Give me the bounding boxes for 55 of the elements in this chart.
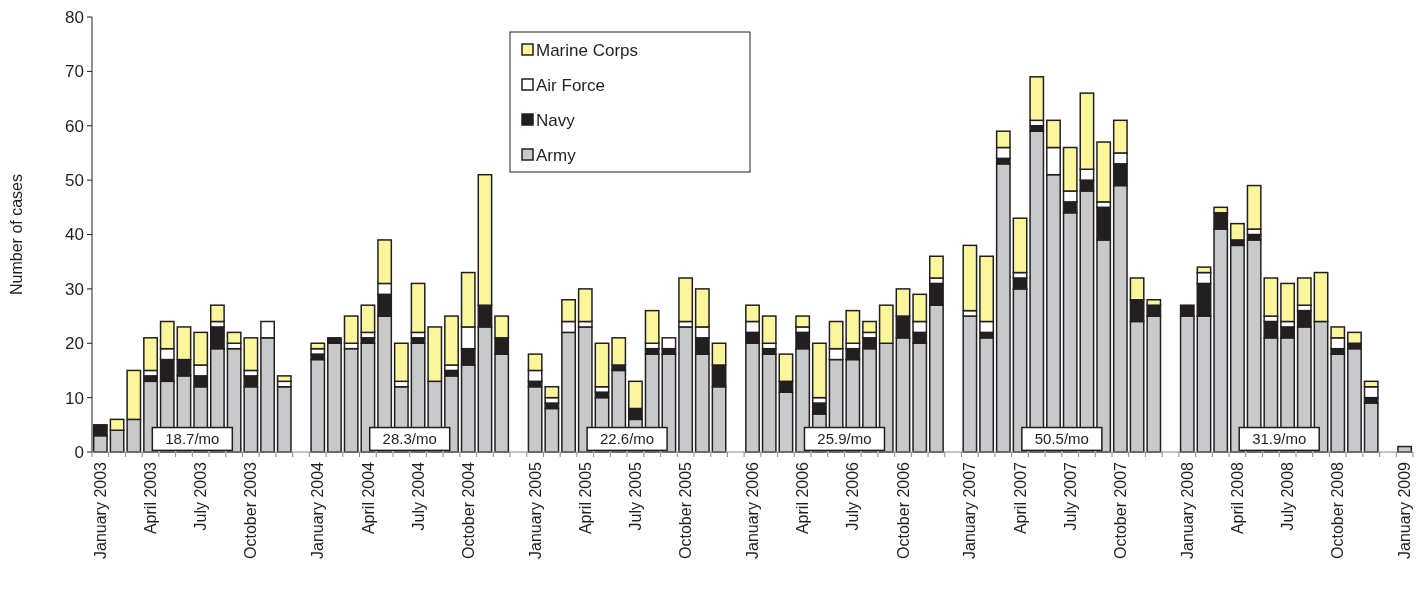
x-tick-label: July 2006 — [844, 461, 862, 531]
y-tick-label: 70 — [65, 62, 84, 82]
x-tick-label: October 2006 — [894, 461, 912, 559]
x-tick-label: July 2004 — [409, 461, 427, 531]
x-tick-label: July 2008 — [1279, 461, 1297, 531]
bar — [310, 358, 326, 453]
y-tick-label: 60 — [65, 116, 84, 136]
bar — [979, 337, 995, 453]
x-tick-label: October 2004 — [459, 461, 477, 559]
y-axis-title: Number of cases — [8, 174, 25, 295]
legend-label: Marine Corps — [536, 40, 639, 60]
y-tick-label: 30 — [65, 279, 84, 299]
bar — [276, 386, 292, 453]
bar — [1347, 347, 1362, 453]
legend-label: Navy — [536, 110, 576, 130]
annotation: 31.9/mo — [1252, 430, 1307, 448]
x-tick-label: April 2007 — [1011, 461, 1029, 535]
y-tick-label: 50 — [65, 171, 84, 191]
y-tick-label: 80 — [65, 7, 84, 27]
x-tick-label: January 2006 — [744, 461, 762, 559]
x-tick-label: October 2003 — [242, 461, 260, 559]
y-tick-label: 10 — [65, 388, 84, 408]
x-tick-label: April 2006 — [794, 461, 812, 535]
annotation: 25.9/mo — [817, 430, 872, 448]
annotation: 50.5/mo — [1034, 430, 1089, 448]
x-tick-label: July 2007 — [1061, 461, 1079, 531]
x-tick-label: October 2005 — [677, 461, 695, 559]
x-tick-label: July 2005 — [627, 461, 645, 531]
bar — [678, 326, 694, 453]
bar — [962, 315, 978, 453]
x-tick-label: April 2008 — [1229, 461, 1247, 535]
annotation: 22.6/mo — [599, 430, 655, 448]
bar — [1330, 353, 1346, 453]
x-tick-label: July 2003 — [192, 461, 210, 531]
x-tick-label: January 2003 — [91, 461, 109, 559]
x-tick-label: January 2008 — [1178, 461, 1196, 559]
x-tick-label: October 2008 — [1329, 461, 1347, 559]
y-tick-label: 0 — [74, 442, 84, 462]
y-tick-label: 20 — [65, 334, 84, 354]
bar — [761, 353, 777, 453]
x-tick-label: April 2004 — [359, 461, 377, 535]
y-tick-label: 40 — [65, 225, 84, 245]
x-tick-label: January 2009 — [1396, 461, 1414, 559]
annotation: 28.3/mo — [382, 430, 437, 448]
annotation: 18.7/mo — [165, 430, 220, 448]
legend-label: Army — [536, 145, 577, 165]
x-tick-label: April 2005 — [576, 461, 594, 535]
x-tick-label: January 2007 — [961, 461, 979, 559]
x-tick-label: April 2003 — [142, 461, 160, 535]
x-tick-label: October 2007 — [1111, 461, 1129, 559]
x-tick-label: January 2005 — [526, 461, 544, 559]
bar — [1363, 402, 1379, 453]
x-tick-label: January 2004 — [309, 461, 327, 559]
bar — [995, 163, 1011, 453]
legend-label: Air Force — [536, 75, 605, 95]
